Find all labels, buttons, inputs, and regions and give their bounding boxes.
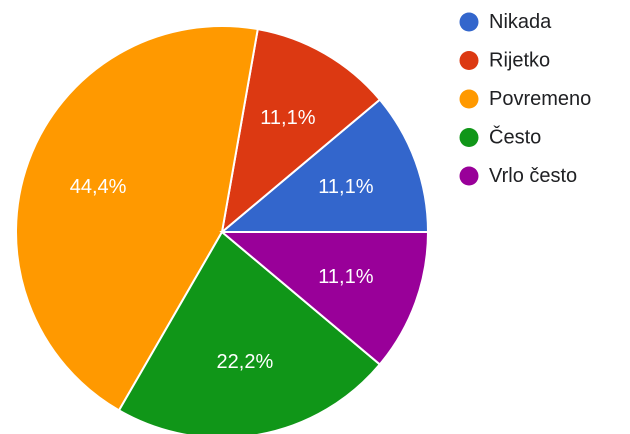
slice-label-cesto: 22,2%: [217, 351, 274, 373]
slice-label-nikada: 11,1%: [318, 176, 373, 198]
pie-slice-nikada: [219, 98, 430, 233]
slice-label-rijetko: 11,1%: [260, 107, 315, 129]
slice-label-povremeno: 44,4%: [70, 176, 127, 198]
pie-slice-povremeno: [15, 25, 259, 412]
legend-marker-rijetko: [459, 51, 479, 70]
slice-label-vrlo-cesto: 11,1%: [318, 266, 373, 288]
legend: Nikada Rijetko Povremeno Često Vrlo često: [459, 11, 591, 187]
legend-label-vrlo-cesto: Vrlo često: [489, 165, 577, 187]
pie-slice-cesto: [117, 230, 382, 434]
legend-label-cesto: Često: [489, 126, 541, 149]
legend-marker-cesto: [459, 128, 479, 147]
legend-label-povremeno: Povremeno: [489, 88, 591, 110]
pie-slice-vrlo-cesto: [219, 231, 430, 366]
pie-slices: [15, 25, 430, 434]
pie-slice-labels: 11,1% 11,1% 44,4% 22,2% 11,1%: [70, 107, 374, 373]
legend-marker-vrlo-cesto: [459, 166, 479, 186]
legend-marker-povremeno: [459, 89, 479, 109]
legend-label-nikada: Nikada: [489, 11, 552, 33]
legend-marker-nikada: [459, 12, 479, 32]
pie-slice-rijetko: [220, 27, 382, 235]
legend-label-rijetko: Rijetko: [489, 50, 550, 72]
